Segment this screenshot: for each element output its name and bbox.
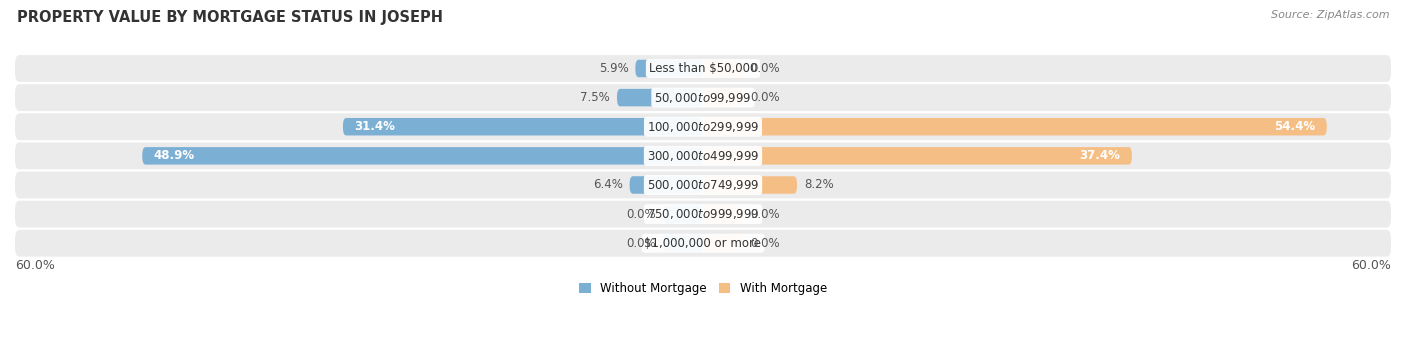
FancyBboxPatch shape [630,176,703,194]
FancyBboxPatch shape [662,205,703,223]
FancyBboxPatch shape [343,118,703,135]
Text: 54.4%: 54.4% [1274,120,1316,133]
Text: $100,000 to $299,999: $100,000 to $299,999 [647,120,759,134]
Text: 5.9%: 5.9% [599,62,628,75]
FancyBboxPatch shape [15,201,1391,227]
Text: 6.4%: 6.4% [593,178,623,192]
FancyBboxPatch shape [703,205,744,223]
FancyBboxPatch shape [703,118,1327,135]
FancyBboxPatch shape [15,230,1391,257]
FancyBboxPatch shape [617,89,703,106]
Text: $300,000 to $499,999: $300,000 to $499,999 [647,149,759,163]
Text: $50,000 to $99,999: $50,000 to $99,999 [654,91,752,105]
Text: 31.4%: 31.4% [354,120,395,133]
Text: PROPERTY VALUE BY MORTGAGE STATUS IN JOSEPH: PROPERTY VALUE BY MORTGAGE STATUS IN JOS… [17,10,443,25]
Text: 0.0%: 0.0% [626,237,657,250]
Text: Less than $50,000: Less than $50,000 [648,62,758,75]
Text: 60.0%: 60.0% [15,260,55,272]
Text: Source: ZipAtlas.com: Source: ZipAtlas.com [1271,10,1389,20]
Text: 0.0%: 0.0% [749,91,780,104]
FancyBboxPatch shape [15,84,1391,111]
FancyBboxPatch shape [15,143,1391,169]
FancyBboxPatch shape [636,60,703,77]
FancyBboxPatch shape [703,60,744,77]
Text: 48.9%: 48.9% [153,149,195,162]
Text: 0.0%: 0.0% [749,208,780,221]
FancyBboxPatch shape [15,55,1391,82]
Text: 7.5%: 7.5% [581,91,610,104]
Text: 0.0%: 0.0% [749,237,780,250]
FancyBboxPatch shape [703,235,744,252]
Text: $1,000,000 or more: $1,000,000 or more [644,237,762,250]
Text: 0.0%: 0.0% [626,208,657,221]
Text: $750,000 to $999,999: $750,000 to $999,999 [647,207,759,221]
FancyBboxPatch shape [703,176,797,194]
FancyBboxPatch shape [703,89,744,106]
FancyBboxPatch shape [662,235,703,252]
Text: $500,000 to $749,999: $500,000 to $749,999 [647,178,759,192]
FancyBboxPatch shape [15,113,1391,140]
Legend: Without Mortgage, With Mortgage: Without Mortgage, With Mortgage [574,278,832,300]
FancyBboxPatch shape [15,172,1391,198]
Text: 8.2%: 8.2% [804,178,834,192]
Text: 60.0%: 60.0% [1351,260,1391,272]
Text: 37.4%: 37.4% [1080,149,1121,162]
Text: 0.0%: 0.0% [749,62,780,75]
FancyBboxPatch shape [703,147,1132,165]
FancyBboxPatch shape [142,147,703,165]
